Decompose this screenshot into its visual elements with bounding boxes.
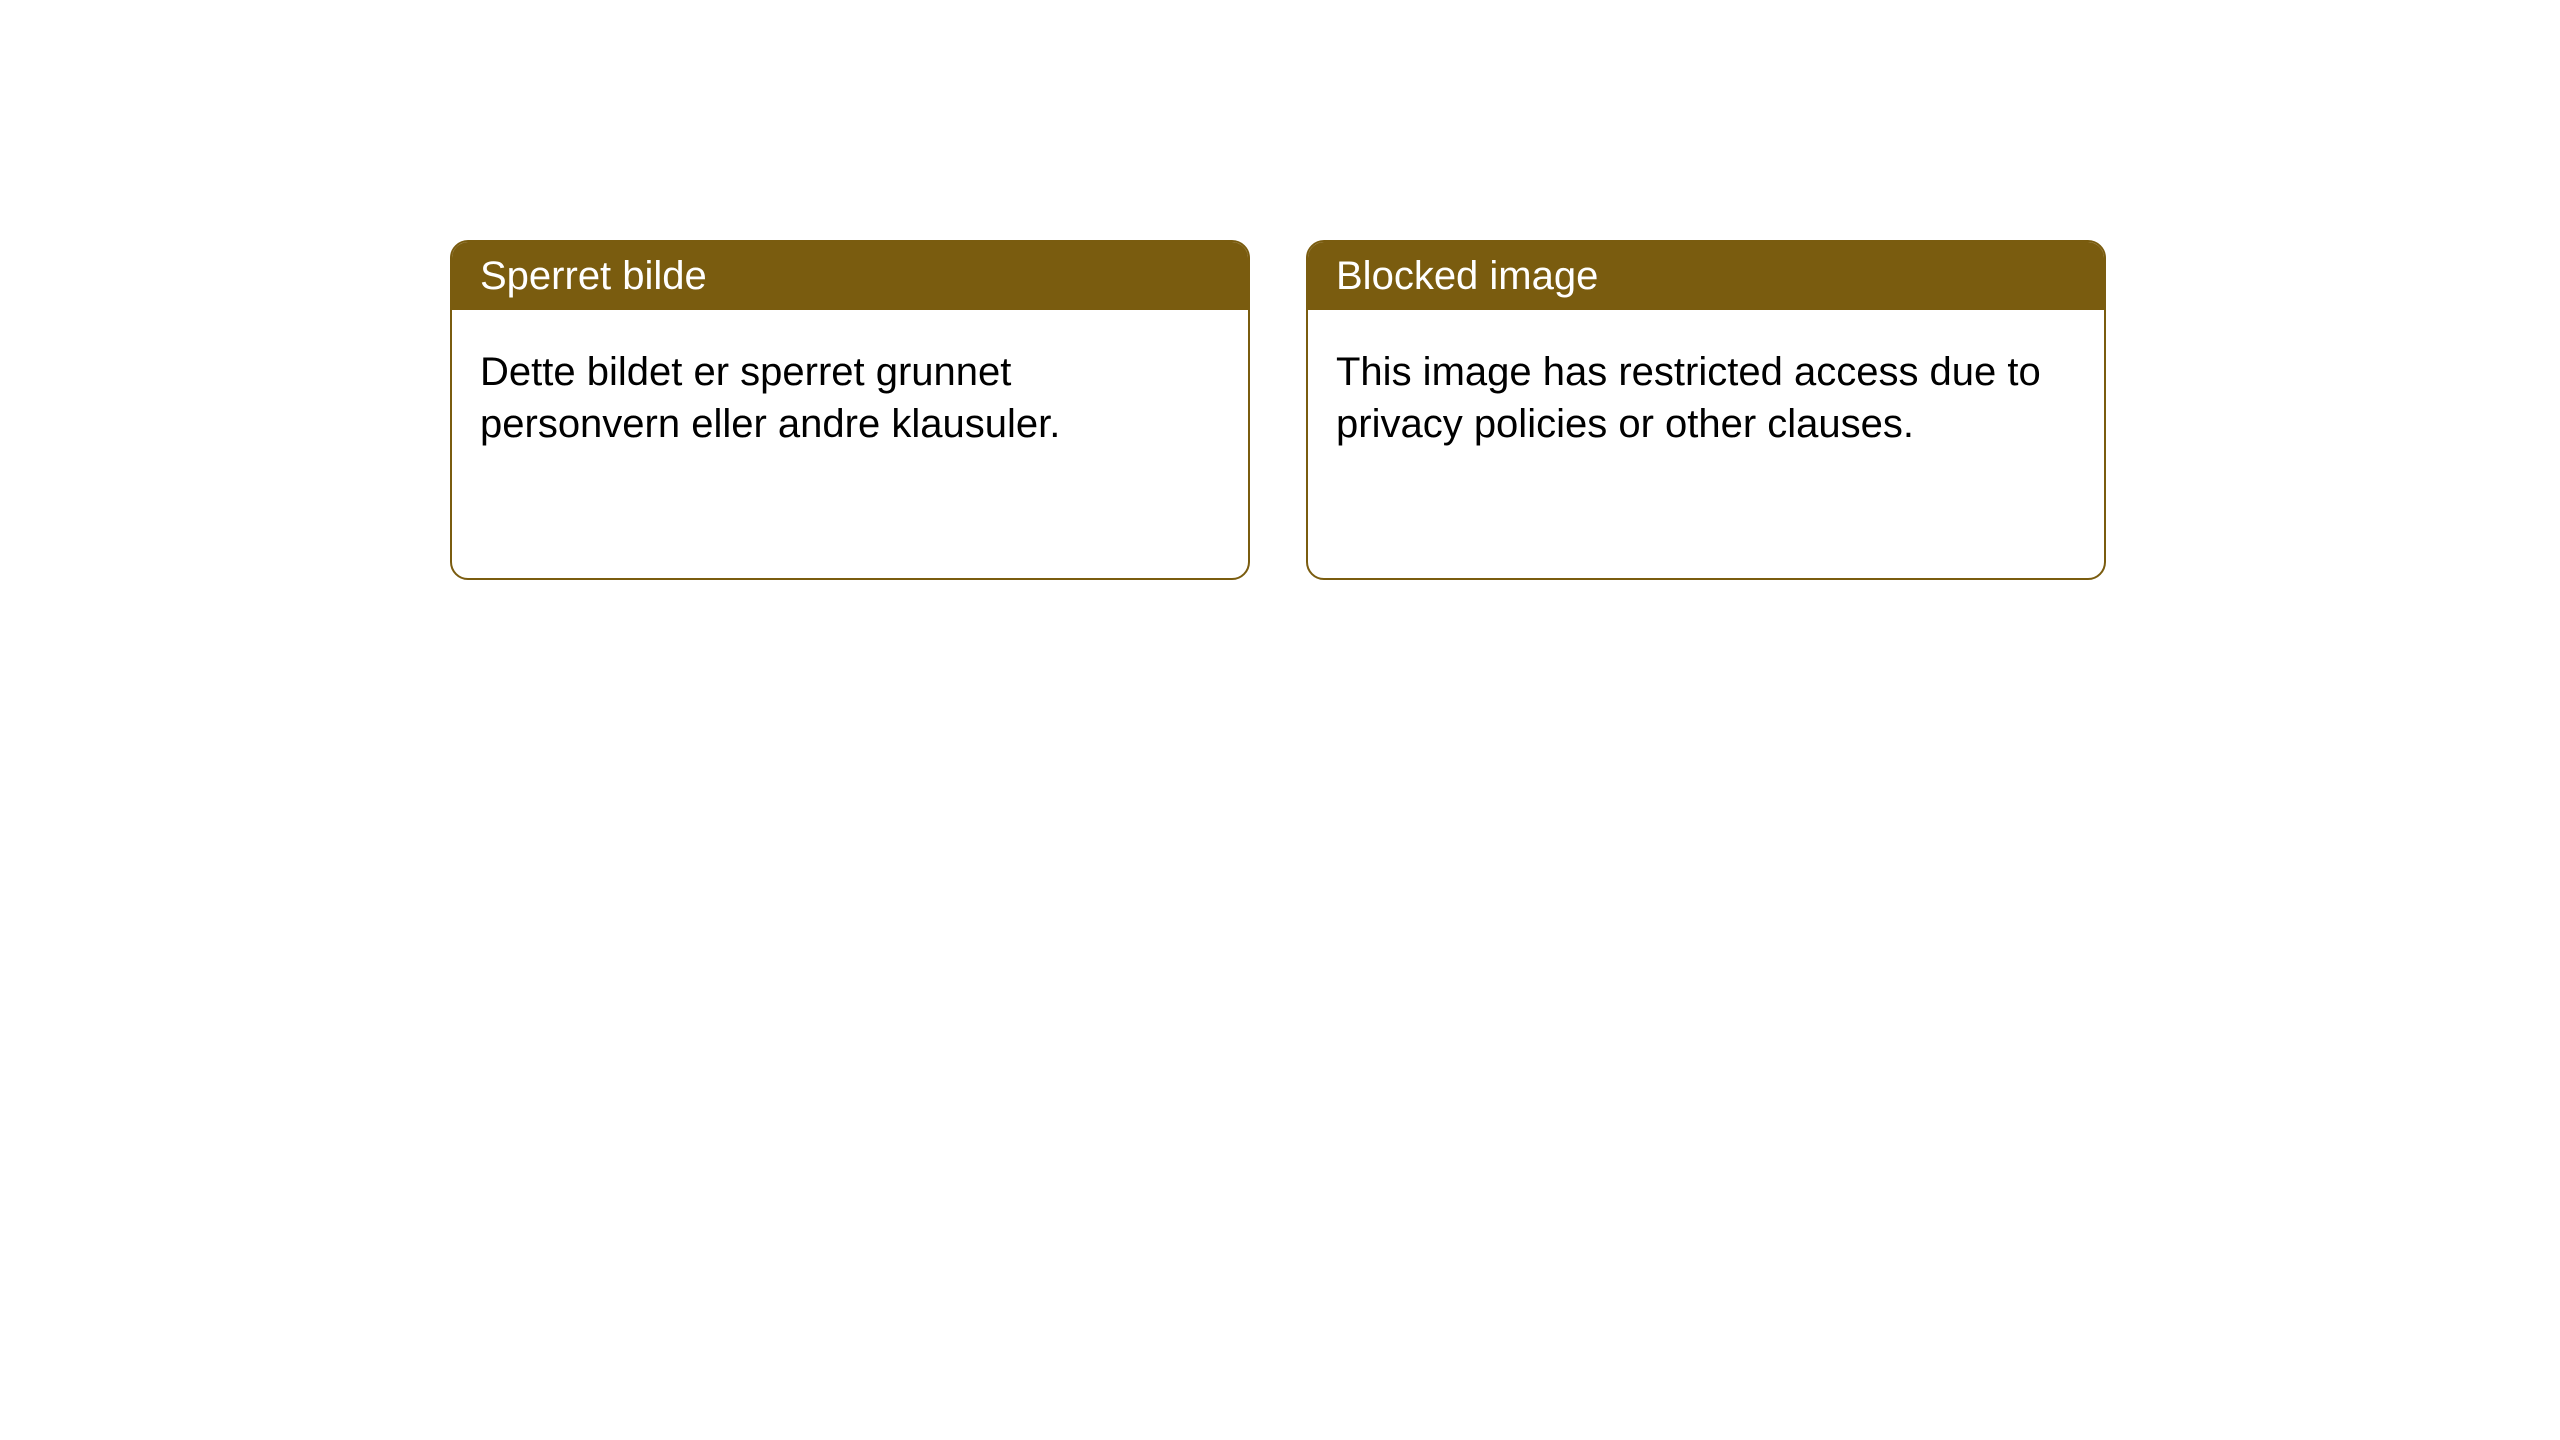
notice-container: Sperret bilde Dette bildet er sperret gr…: [450, 240, 2106, 580]
card-body-norwegian: Dette bildet er sperret grunnet personve…: [452, 310, 1248, 486]
card-header-norwegian: Sperret bilde: [452, 242, 1248, 310]
notice-card-english: Blocked image This image has restricted …: [1306, 240, 2106, 580]
card-header-english: Blocked image: [1308, 242, 2104, 310]
card-body-english: This image has restricted access due to …: [1308, 310, 2104, 486]
notice-card-norwegian: Sperret bilde Dette bildet er sperret gr…: [450, 240, 1250, 580]
